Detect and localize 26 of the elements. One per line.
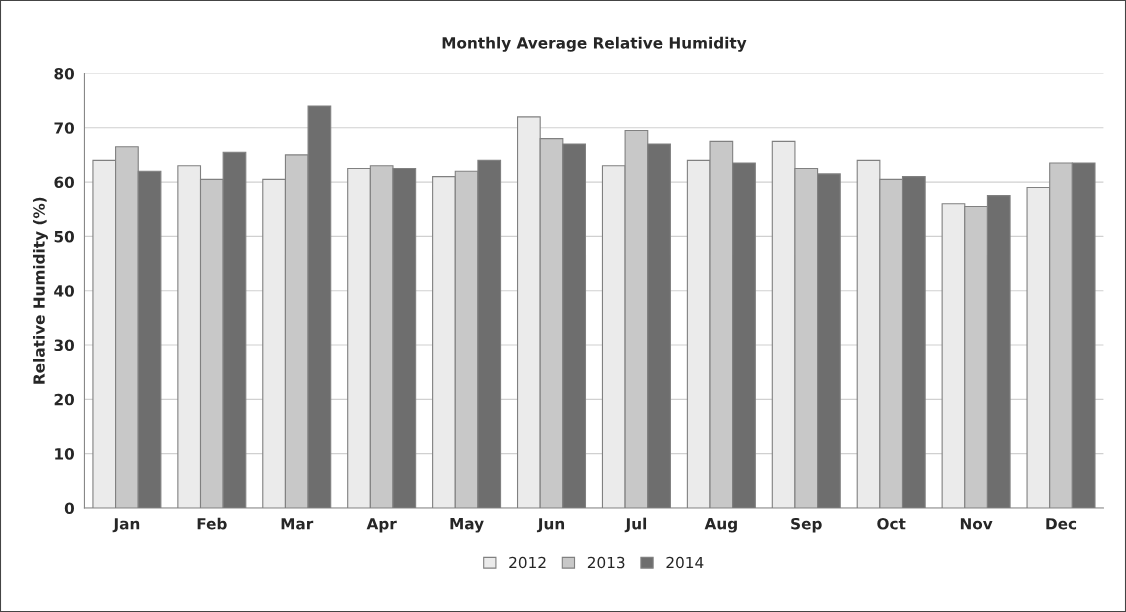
legend-label: 2013 bbox=[587, 556, 625, 569]
x-tick-label: Apr bbox=[366, 518, 397, 533]
chart-title: Monthly Average Relative Humidity bbox=[442, 36, 747, 52]
legend-label: 2012 bbox=[509, 556, 546, 569]
y-tick-label: 10 bbox=[55, 448, 74, 460]
x-tick-label: Jun bbox=[536, 518, 565, 533]
y-tick-label: 50 bbox=[54, 230, 74, 243]
legend-label: 2014 bbox=[666, 556, 704, 569]
y-tick-label: 60 bbox=[54, 176, 74, 189]
x-tick-label: Oct bbox=[877, 517, 906, 530]
y-axis-title: Relative Humidity (%) bbox=[33, 197, 48, 384]
x-tick-label: May bbox=[450, 518, 484, 533]
x-tick-label: Jul bbox=[624, 517, 647, 533]
x-tick-label: Aug bbox=[704, 518, 737, 533]
x-tick-label: Dec bbox=[1046, 518, 1077, 530]
x-tick-label: Jan bbox=[112, 518, 140, 533]
x-tick-label: Mar bbox=[281, 518, 314, 530]
y-tick-label: 20 bbox=[54, 393, 74, 406]
y-tick-label: 80 bbox=[54, 67, 74, 80]
x-tick-label: Nov bbox=[960, 518, 993, 530]
y-tick-label: 0 bbox=[64, 502, 74, 514]
y-tick-label: 70 bbox=[54, 122, 74, 134]
y-tick-label: 40 bbox=[54, 285, 74, 297]
x-tick-label: Feb bbox=[197, 517, 227, 530]
y-tick-label: 30 bbox=[54, 339, 74, 352]
x-tick-label: Sep bbox=[791, 517, 822, 533]
